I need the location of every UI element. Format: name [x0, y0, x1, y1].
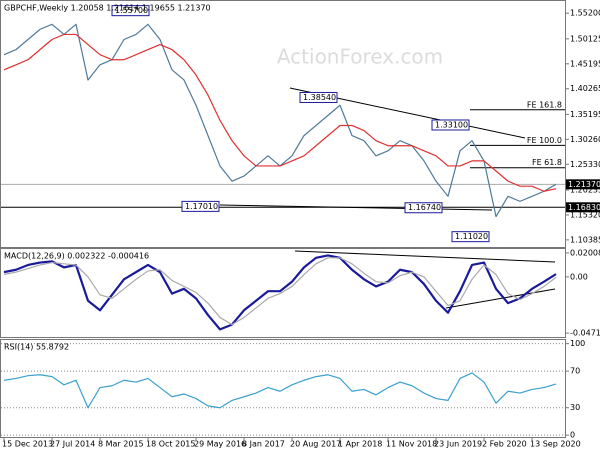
- trend-line: [294, 250, 556, 263]
- series-line: [3, 33, 557, 192]
- y-tick-label: 0: [570, 431, 575, 440]
- x-tick-label: 20 Aug 2017: [290, 440, 341, 449]
- x-tick-label: 13 Sep 2020: [530, 440, 581, 449]
- rsi-panel: [0, 339, 566, 438]
- price-marker-label: 1.21370: [568, 180, 600, 189]
- x-tick-label: 11 Nov 2018: [386, 440, 437, 449]
- y-tick-label: 1.15320: [570, 210, 600, 219]
- level-box: [299, 91, 338, 103]
- y-tick-label: 100: [570, 339, 585, 348]
- price-panel: [0, 0, 566, 248]
- y-tick-label: 1.10385: [570, 235, 600, 244]
- y-tick-label: 1.35195: [570, 110, 600, 119]
- x-tick-label: 18 Oct 2015: [146, 440, 195, 449]
- level-box: [431, 119, 470, 131]
- x-tick-label: 23 Jun 2019: [434, 440, 482, 449]
- series-line: [3, 372, 557, 409]
- price-marker-box: [566, 202, 600, 213]
- y-tick-label: 1.50125: [570, 34, 600, 43]
- level-label: 1.33100: [435, 120, 468, 129]
- series-line: [3, 254, 557, 331]
- macd-panel: [0, 248, 566, 338]
- fe-label: FE 100.0: [527, 136, 562, 145]
- y-tick-label: 1.20235: [570, 186, 600, 195]
- level-box: [404, 202, 443, 214]
- fe-label: FE 61.8: [532, 158, 562, 167]
- y-tick-label: 1.55200: [570, 9, 600, 18]
- x-tick-label: 27 Jul 2014: [50, 440, 95, 449]
- x-tick-label: 2 Feb 2020: [482, 440, 527, 449]
- y-tick-label: 1.40265: [570, 84, 600, 93]
- x-tick-label: 29 May 2016: [194, 440, 246, 449]
- level-box: [111, 5, 150, 17]
- x-tick-label: 1 Apr 2018: [338, 440, 382, 449]
- trend-line: [445, 288, 556, 309]
- y-tick-label: 30: [570, 403, 580, 412]
- y-tick-label: -0.047154: [570, 329, 600, 338]
- level-label: 1.11020: [455, 232, 488, 241]
- price-marker-label: 1.16830: [568, 203, 600, 212]
- y-tick-label: 0.00: [570, 272, 588, 281]
- panel-title: GBPCHF,Weekly 1.20058 1.21614 1.19655 1.…: [4, 4, 211, 13]
- y-tick-label: 1.30260: [570, 135, 600, 144]
- x-tick-label: 8 Mar 2015: [98, 440, 144, 449]
- level-label: 1.55700: [115, 6, 148, 15]
- x-tick-label: 15 Dec 2013: [2, 440, 53, 449]
- y-tick-label: 1.45195: [570, 59, 600, 68]
- level-box: [451, 231, 490, 243]
- panel-title: RSI(14) 55.8792: [4, 343, 69, 352]
- panel-title: MACD(12,26,9) 0.002322 -0.000416: [4, 252, 149, 261]
- watermark: ActionForex.com: [277, 45, 443, 69]
- y-tick-label: 70: [570, 367, 580, 376]
- x-tick-label: 8 Jan 2017: [242, 440, 285, 449]
- level-label: 1.38540: [303, 93, 336, 102]
- level-label: 1.16740: [408, 203, 441, 212]
- series-line: [3, 257, 557, 326]
- y-tick-label: 1.25330: [570, 160, 600, 169]
- y-tick-label: 0.020082: [570, 248, 600, 257]
- level-box: [181, 200, 220, 212]
- price-marker-box: [566, 179, 600, 190]
- level-label: 1.17010: [185, 202, 218, 211]
- fe-label: FE 161.8: [527, 100, 562, 109]
